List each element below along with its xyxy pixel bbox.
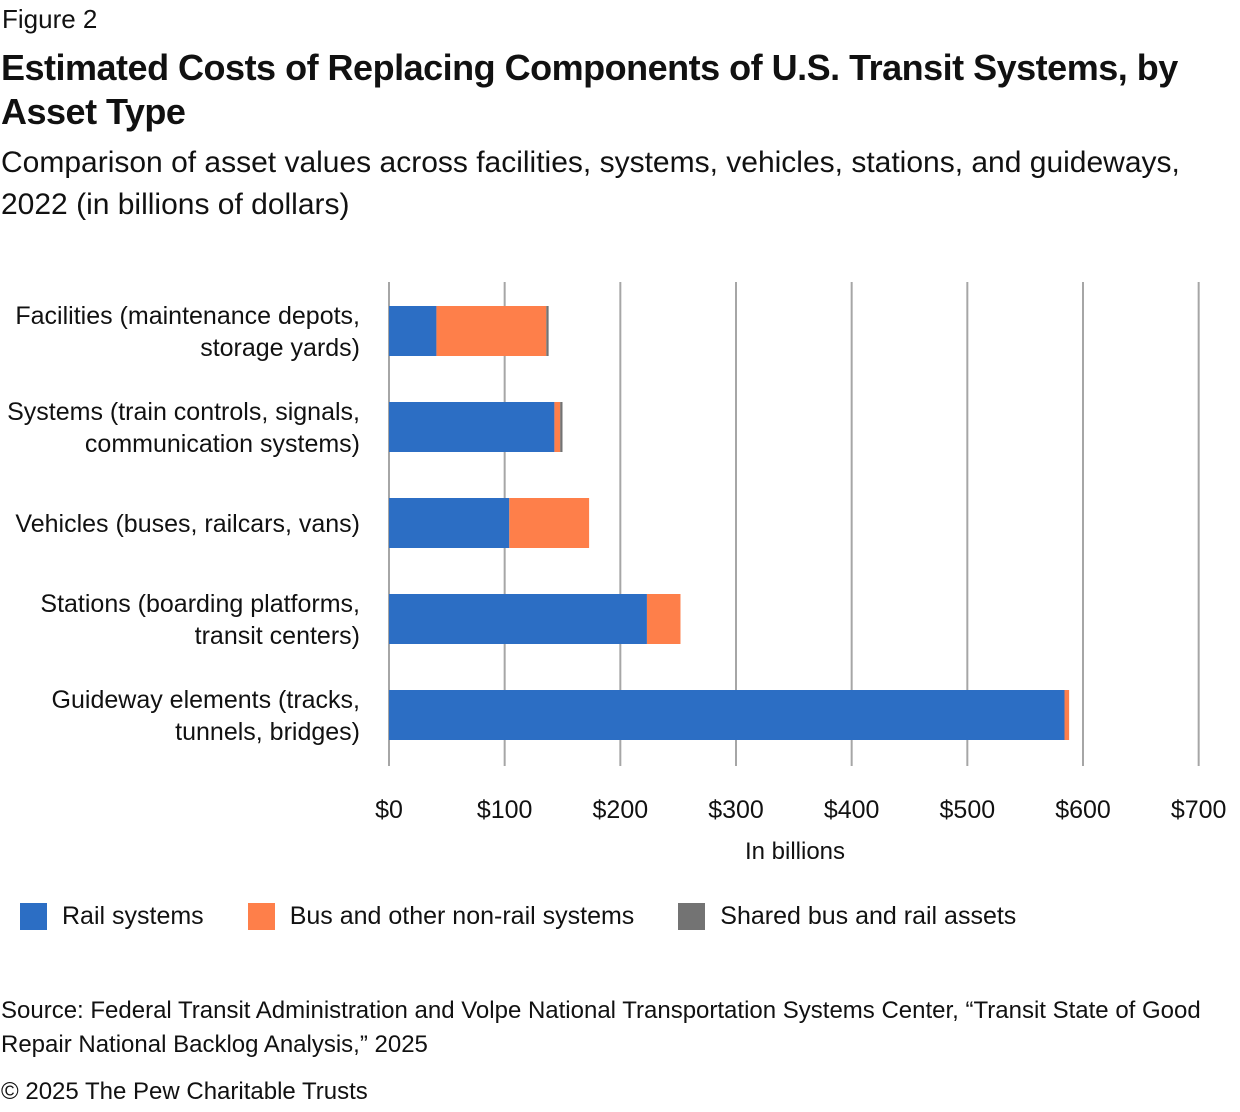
x-tick-label: $300 [708,796,764,824]
category-label: communication systems) [85,430,360,458]
bar-segment-rail [389,402,555,452]
bar-segment-shared [560,402,563,452]
category-label: Vehicles (buses, railcars, vans) [15,510,360,538]
category-label: transit centers) [195,622,360,650]
category-label: storage yards) [200,334,360,362]
x-tick-label: $400 [824,796,880,824]
bar-chart: $0 $100 $200 $300 $400 $500 $600 $700 In billion… [7,282,1227,865]
bar-segment-shared [546,306,549,356]
bar-segment-bus [436,306,547,356]
legend: Rail systems Bus and other non-rail syst… [20,902,1060,931]
bar-segment-rail [389,690,1065,740]
legend-swatch-bus [247,903,275,930]
chart-title: Estimated Costs of Replacing Components … [1,47,1178,132]
legend-label-bus: Bus and other non-rail systems [289,902,635,930]
bar-segment-bus [554,402,561,452]
legend-label-shared: Shared bus and rail assets [720,902,1017,930]
x-tick-label: $600 [1055,796,1111,824]
x-tick-label: $0 [375,796,403,824]
x-tick-label: $700 [1171,796,1227,824]
bar-segment-rail [389,594,647,644]
figure-label: Figure 2 [2,4,98,34]
bar-segment-bus [1064,690,1070,740]
category-label: Facilities (maintenance depots, [15,302,360,330]
bar-segment-rail [389,306,437,356]
bar-segment-rail [389,498,510,548]
legend-swatch-shared [678,903,706,930]
source-note: Source: Federal Transit Administration a… [1,997,1201,1058]
category-label: Stations (boarding platforms, [40,590,360,618]
category-label: Guideway elements (tracks, [52,686,360,714]
category-label: tunnels, bridges) [175,718,360,746]
category-label: Systems (train controls, signals, [7,398,360,426]
x-tick-label: $200 [593,796,649,824]
legend-item-shared: Shared bus and rail assets [678,902,1016,931]
legend-label-rail: Rail systems [62,902,204,930]
legend-swatch-rail [20,903,47,930]
x-tick-label: $500 [940,796,996,824]
bar-segment-bus [509,498,590,548]
legend-item-bus: Bus and other non-rail systems [247,902,635,931]
bar-segment-bus [646,594,681,644]
chart-subtitle: Comparison of asset values across facili… [1,146,1180,221]
legend-item-rail: Rail systems [20,902,204,931]
x-tick-label: $100 [477,796,533,824]
copyright: © 2025 The Pew Charitable Trusts [1,1078,368,1105]
x-axis-label: In billions [745,838,845,865]
